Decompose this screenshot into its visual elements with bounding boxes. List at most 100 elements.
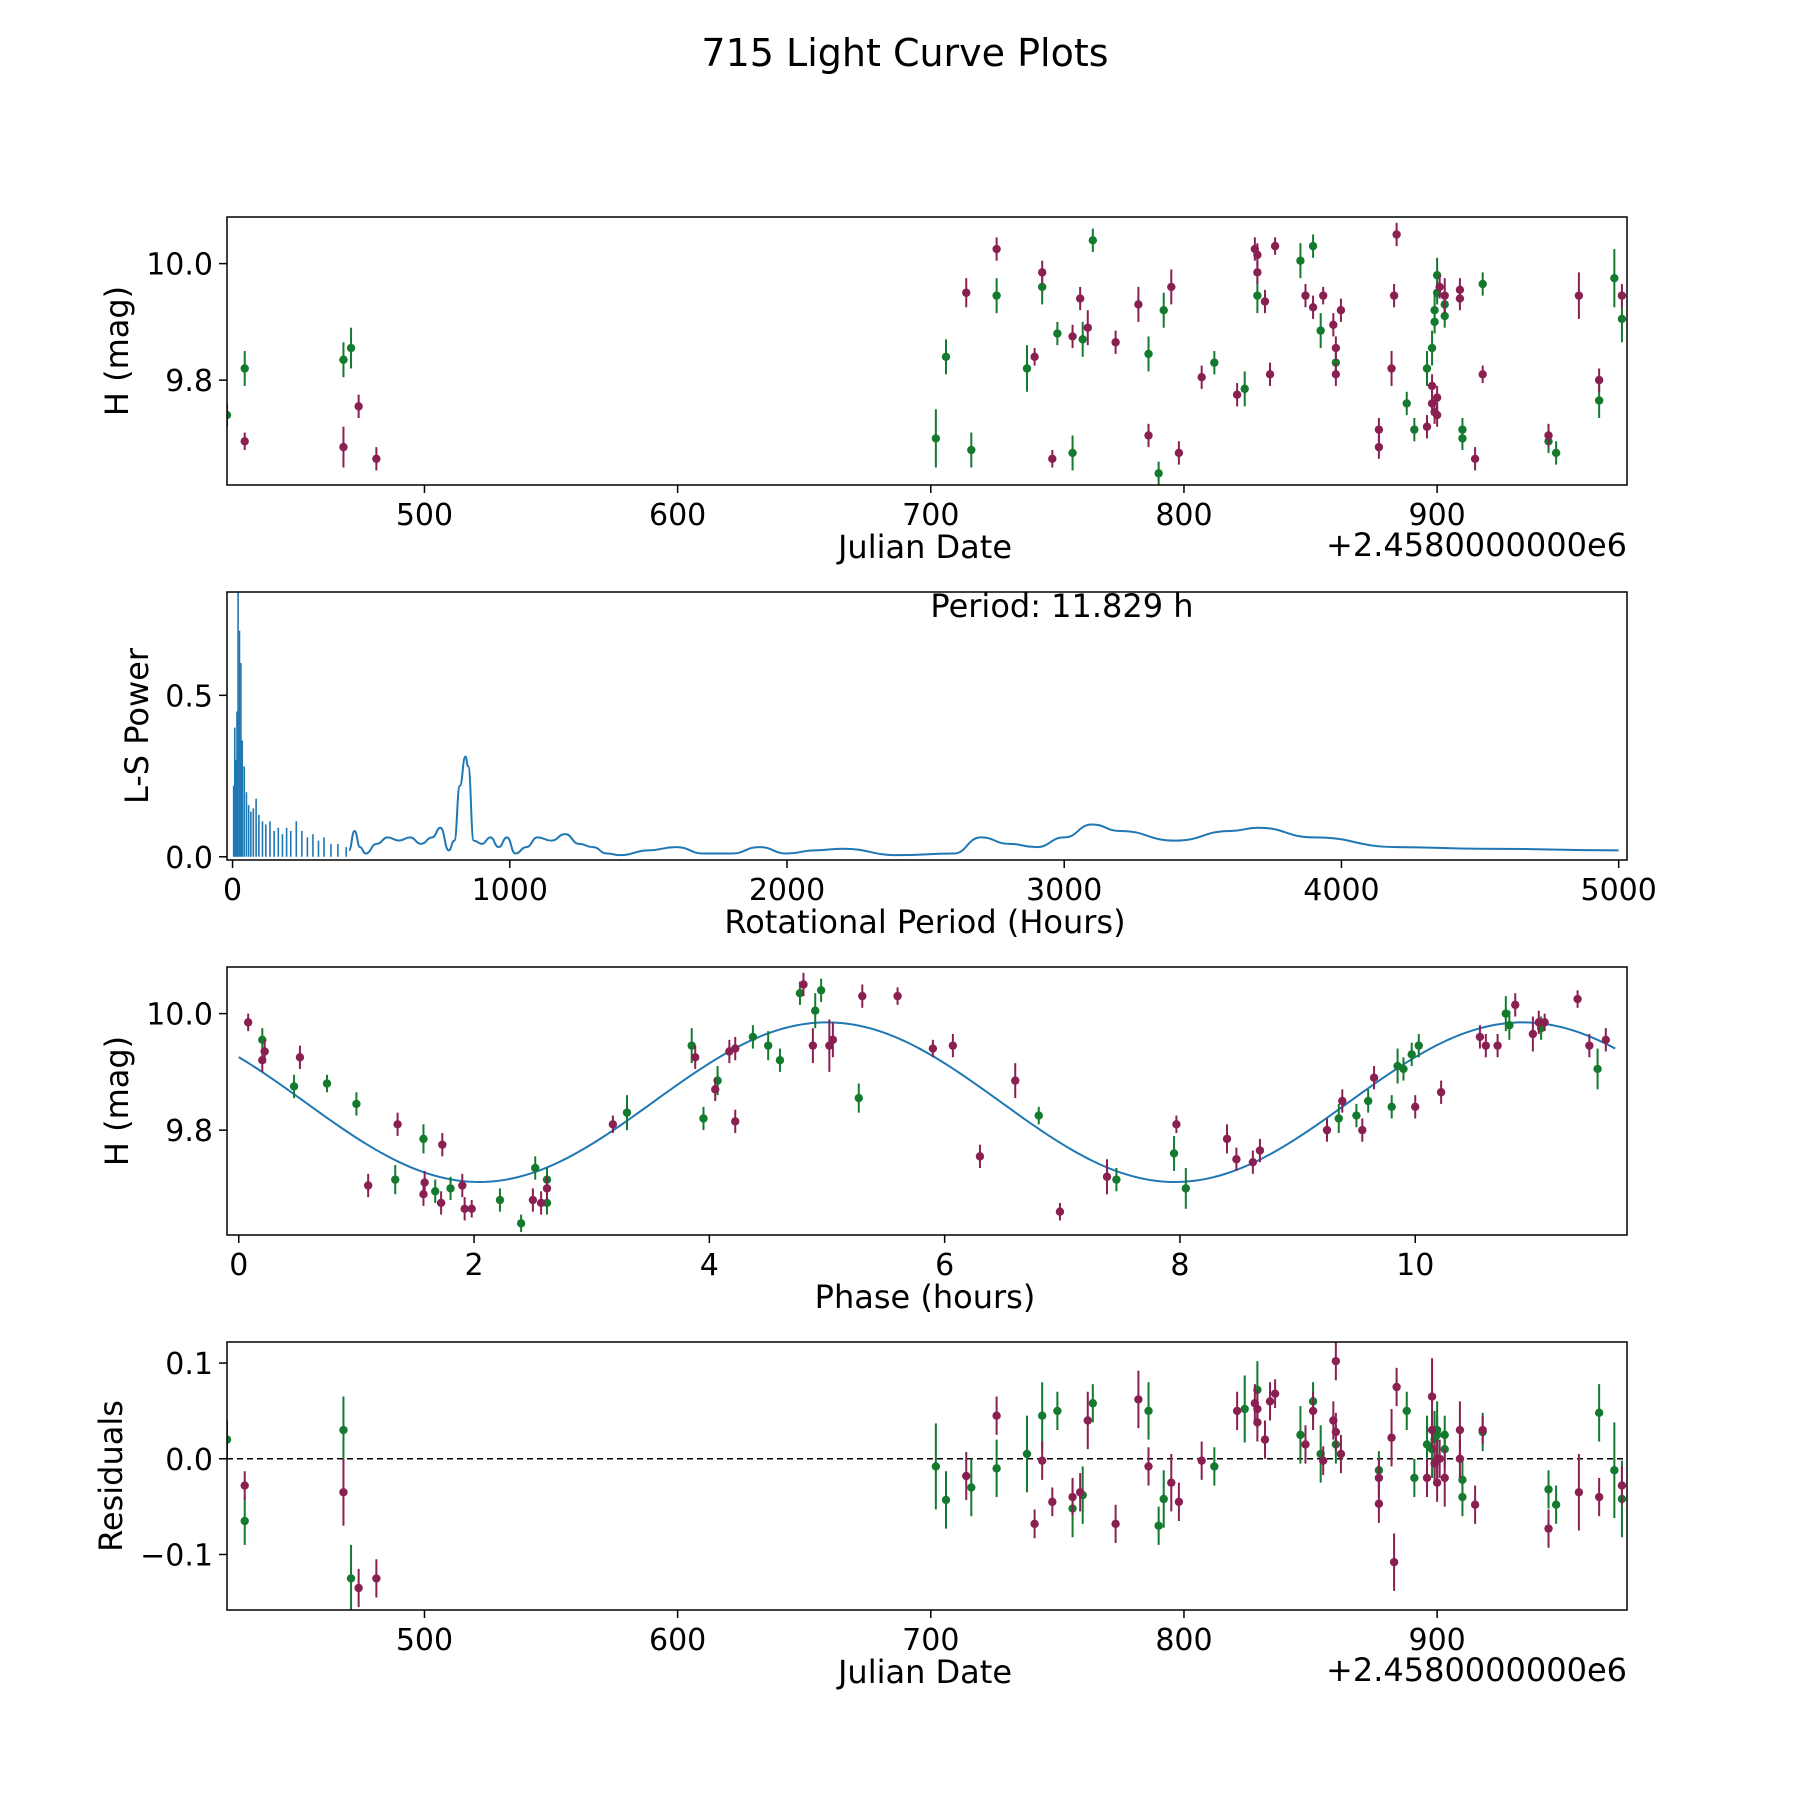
phased-magenta-point [1011, 1076, 1020, 1085]
lightcurve-green-point [1240, 384, 1249, 394]
lightcurve-magenta-point [1435, 282, 1444, 292]
lightcurve-magenta-point [1075, 294, 1085, 303]
phased-green-point [699, 1114, 708, 1123]
phased-magenta-point [1358, 1125, 1367, 1135]
phased-green-point [622, 1108, 632, 1117]
residuals-magenta-point [1144, 1462, 1153, 1471]
lightcurve-magenta-point [354, 402, 363, 411]
phased-magenta-point [1369, 1073, 1379, 1082]
lightcurve-magenta-point [1331, 343, 1341, 353]
residuals-green-point [1053, 1406, 1062, 1416]
residuals-green-point [346, 1574, 356, 1583]
residuals-frame [226, 1341, 1628, 1611]
residuals-green-point [1088, 1399, 1098, 1408]
lightcurve-magenta-point [1134, 300, 1143, 309]
residuals-magenta-point [1319, 1456, 1328, 1465]
periodogram-plot-area [232, 592, 1619, 857]
phased-magenta-point [928, 1044, 938, 1053]
residuals-magenta-point [1197, 1456, 1206, 1465]
phased-magenta-point [1534, 1018, 1543, 1027]
phased-magenta-point [243, 1018, 253, 1027]
phased-xtick-label: 6 [935, 1248, 954, 1283]
residuals-magenta-point [1389, 1557, 1399, 1567]
lightcurve-green-point [346, 343, 356, 353]
phased-magenta-point [975, 1152, 985, 1161]
lightcurve-panel: 500 600 700 800 900 9.8 10.0 Julian Date H (m… [98, 216, 1628, 566]
residuals-green-point [1610, 1466, 1619, 1475]
lightcurve-magenta-point [1319, 291, 1328, 300]
phased-magenta-point [1585, 1041, 1594, 1050]
residuals-magenta-point [1594, 1492, 1604, 1502]
residuals-magenta-point [1308, 1406, 1318, 1416]
residuals-xtick-label: 500 [396, 1623, 453, 1658]
lightcurve-ylabel: H (mag) [98, 286, 136, 416]
phased-green-point [775, 1056, 785, 1065]
residuals-plot-area [227, 1342, 1627, 1610]
lightcurve-green-point [1478, 279, 1487, 289]
phased-ytick-label: 10.0 [146, 998, 213, 1033]
residuals-ytick-label: 0.1 [165, 1347, 213, 1382]
lightcurve-green-point [1022, 364, 1032, 373]
phased-magenta-point [436, 1198, 446, 1208]
residuals-magenta-point [1435, 1454, 1444, 1463]
residuals-xlabel: Julian Date [836, 1653, 1012, 1691]
lightcurve-magenta-point [1470, 454, 1480, 463]
phased-magenta-point [1528, 1029, 1538, 1039]
lightcurve-magenta-point [1308, 303, 1318, 312]
phased-magenta-point [1055, 1207, 1065, 1216]
phased-magenta-point [828, 1035, 838, 1045]
phased-green-point [391, 1175, 400, 1184]
lightcurve-magenta-point [1083, 323, 1092, 332]
lightcurve-plot-area [227, 222, 1627, 485]
phased-yticks: 9.8 10.0 [146, 998, 227, 1149]
lightcurve-green-point [1078, 335, 1087, 344]
phased-xticks: 0 2 4 6 8 10 [229, 1235, 1434, 1283]
lightcurve-green-point [1594, 396, 1604, 405]
lightcurve-green-point [1144, 349, 1153, 359]
lightcurve-ytick-label: 10.0 [146, 248, 213, 283]
lightcurve-magenta-point [240, 437, 249, 446]
residuals-magenta-point [1270, 1389, 1280, 1398]
lightcurve-magenta-point [1387, 364, 1396, 373]
periodogram-xtick-label: 0 [223, 873, 242, 908]
lightcurve-magenta-point [1422, 422, 1432, 431]
phased-green-point [289, 1082, 299, 1091]
phased-green-point [431, 1187, 440, 1196]
lightcurve-magenta-point [1374, 442, 1384, 452]
phased-green-point [495, 1195, 505, 1205]
lightcurve-magenta-point [339, 442, 348, 452]
phased-magenta-point [731, 1044, 740, 1053]
lightcurve-yticks: 9.8 10.0 [146, 248, 227, 399]
residuals-green-point [1022, 1449, 1032, 1459]
residuals-magenta-point [1048, 1497, 1057, 1507]
residuals-panel: 500 600 700 800 900 −0.1 0.0 0.1 Julian Date R… [92, 1341, 1628, 1691]
lightcurve-ytick-label: 9.8 [165, 364, 213, 399]
phased-magenta-point [1540, 1018, 1549, 1027]
lightcurve-green-point [1551, 448, 1561, 458]
residuals-magenta-point [1336, 1449, 1346, 1459]
phased-magenta-point [1573, 994, 1582, 1004]
phased-green-point [1112, 1175, 1121, 1184]
lightcurve-green-point [1253, 291, 1262, 300]
lightcurve-green-point [1458, 434, 1467, 443]
phased-green-point [854, 1093, 863, 1103]
figure-title: 715 Light Curve Plots [701, 31, 1108, 75]
residuals-green-point [1410, 1473, 1419, 1483]
lightcurve-magenta-point [1389, 291, 1399, 300]
lightcurve-magenta-point [1392, 230, 1401, 239]
residuals-green-point [1154, 1521, 1163, 1530]
lightcurve-green-point [1308, 241, 1318, 251]
residuals-magenta-point [1167, 1478, 1176, 1487]
phased-magenta-point [1436, 1088, 1446, 1097]
residuals-magenta-point [1083, 1416, 1092, 1425]
residuals-magenta-point [1617, 1481, 1627, 1490]
residuals-xtick-label: 700 [902, 1623, 959, 1658]
phased-green-point [1505, 1021, 1514, 1030]
residuals-magenta-point [962, 1471, 971, 1481]
phased-magenta-point [1511, 1000, 1520, 1010]
residuals-magenta-point [1260, 1435, 1270, 1444]
residuals-magenta-point [1478, 1425, 1487, 1435]
residuals-xtick-label: 800 [1155, 1623, 1212, 1658]
periodogram-xtick-label: 5000 [1581, 873, 1657, 908]
